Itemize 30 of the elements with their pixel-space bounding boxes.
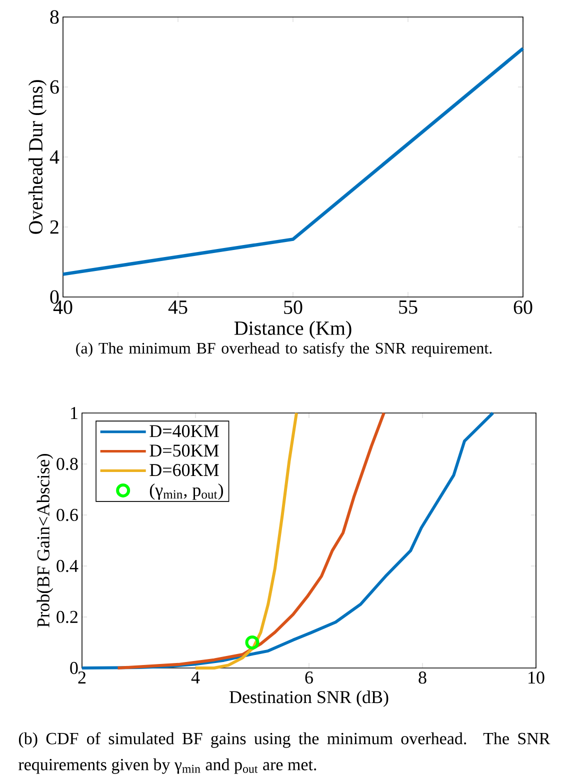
- x-tick-label: 8: [418, 672, 426, 684]
- y-tick-label: 0.2: [56, 610, 78, 624]
- y-tick-label: 8: [50, 10, 59, 24]
- y-axis-title: Prob(BF Gain<Abscise): [36, 454, 54, 628]
- x-tick-label: 4: [191, 672, 200, 684]
- y-tick-label: 0.6: [56, 508, 78, 522]
- text: (a) The minimum BF overhead to satisfy the SNR requirement.: [76, 342, 492, 357]
- x-tick-label: 60: [514, 300, 532, 314]
- y-tick-label: 4: [50, 150, 60, 164]
- y-tick-label: 0.4: [56, 560, 78, 572]
- y-tick-label: 1: [71, 407, 78, 419]
- legend-label: D=40KM: [150, 425, 219, 438]
- legend-label: D=60KM: [150, 464, 219, 476]
- x-tick-label: 2: [78, 672, 86, 684]
- x-tick-label: 45: [168, 300, 188, 314]
- x-tick-label: 55: [399, 300, 418, 314]
- x-tick-label: 10: [528, 672, 544, 684]
- line-series: [116, 412, 386, 670]
- y-tick-label: 6: [50, 80, 59, 94]
- y-axis-title: Overhead Dur (ms): [28, 80, 47, 234]
- y-tick-label: 2: [50, 220, 58, 234]
- legend-label: (γ$_{min}$, p$_{out}$): [150, 483, 223, 500]
- legend-label: D=50KM: [150, 444, 219, 457]
- x-axis-title: Distance (Km): [234, 320, 352, 340]
- x-tick-label: 6: [305, 672, 313, 684]
- x-tick-label: 50: [284, 300, 302, 314]
- y-tick-label: 0.8: [56, 458, 78, 470]
- text: (b) CDF of simulated BF gains using the minimum overhead. The SNR requirements given by γ$_{min}$ and p$_{out}$ are met.: [18, 732, 550, 774]
- y-tick-label: 0: [70, 662, 78, 674]
- x-axis-title: Destination SNR (dB): [230, 690, 388, 707]
